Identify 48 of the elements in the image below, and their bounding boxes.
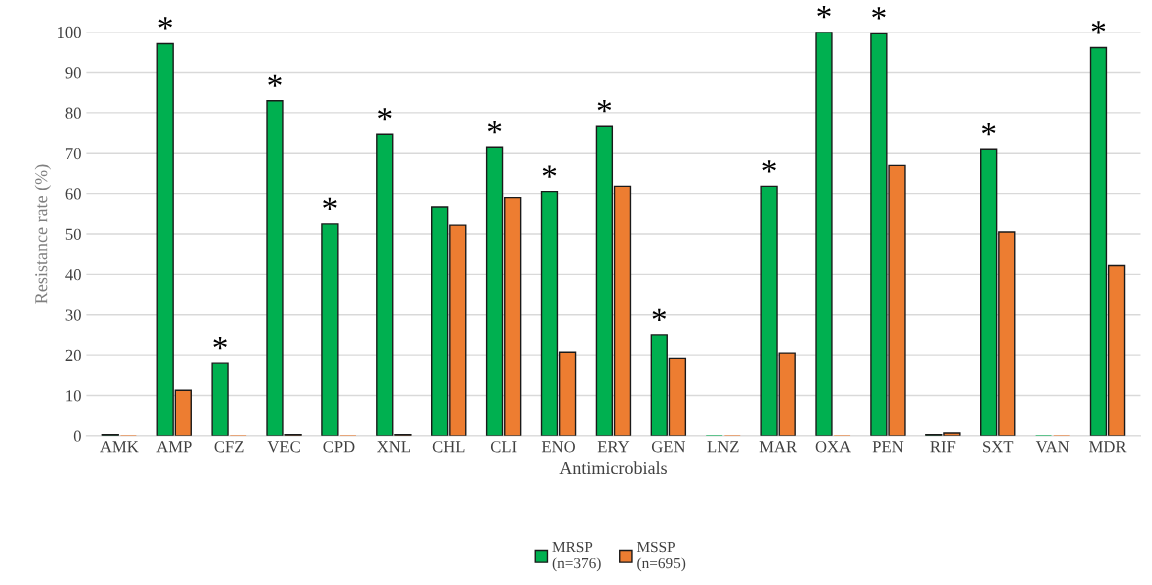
annotation: * xyxy=(323,197,337,210)
annotation: * xyxy=(268,74,282,87)
x-tick-label: VEC xyxy=(267,441,300,453)
annotation: * xyxy=(158,17,172,30)
y-tick-label: 50 xyxy=(65,228,81,240)
annotation: * xyxy=(597,100,612,113)
x-tick-label: LNZ xyxy=(707,441,739,453)
x-tick-label: CHL xyxy=(432,441,465,453)
y-tick-label: 0 xyxy=(73,430,81,442)
x-tick-label: CPD xyxy=(323,441,355,453)
x-tick-label: OXA xyxy=(815,441,851,453)
y-tick-label: 80 xyxy=(65,107,81,119)
x-tick-label: CLI xyxy=(490,441,517,453)
x-tick-label: VAN xyxy=(1035,441,1070,453)
y-tick-label: 10 xyxy=(66,390,81,402)
y-tick-label: 30 xyxy=(65,309,81,321)
annotation: * xyxy=(213,337,227,350)
x-tick-label: AMP xyxy=(156,441,192,453)
y-tick-label: 70 xyxy=(65,147,81,160)
x-axis-title: Antimicrobials xyxy=(559,461,667,475)
annotation: * xyxy=(487,121,502,134)
x-tick-label: MDR xyxy=(1089,441,1127,453)
x-tick-label: ENO xyxy=(541,441,575,453)
y-tick-label: 90 xyxy=(65,67,81,79)
y-axis-title: Resistance rate (%) xyxy=(34,164,51,304)
x-tick-label: GEN xyxy=(651,441,686,453)
y-tick-label: 40 xyxy=(65,269,81,281)
annotation: * xyxy=(981,123,996,136)
annotation: * xyxy=(762,160,776,173)
legend-label: MSSP (n=695) xyxy=(636,541,686,572)
x-tick-label: MAR xyxy=(759,441,798,453)
x-tick-label: XNL xyxy=(377,441,410,453)
x-tick-label: ERY xyxy=(597,441,630,453)
y-tick-label: 60 xyxy=(65,188,81,200)
annotation: * xyxy=(817,6,831,19)
annotation: * xyxy=(1091,21,1106,34)
x-tick-label: PEN xyxy=(872,441,904,453)
annotation: * xyxy=(378,108,392,121)
x-tick-label: CFZ xyxy=(214,441,244,453)
x-tick-label: SXT xyxy=(983,441,1014,453)
y-tick-label: 20 xyxy=(65,349,81,362)
annotation: * xyxy=(872,7,886,20)
x-tick-label: AMK xyxy=(100,441,139,453)
annotation: * xyxy=(652,308,667,321)
y-tick-label: 100 xyxy=(58,26,81,39)
x-tick-label: RIF xyxy=(930,441,956,453)
annotation: * xyxy=(542,165,557,178)
legend-label: MRSP (n=376) xyxy=(552,541,601,572)
